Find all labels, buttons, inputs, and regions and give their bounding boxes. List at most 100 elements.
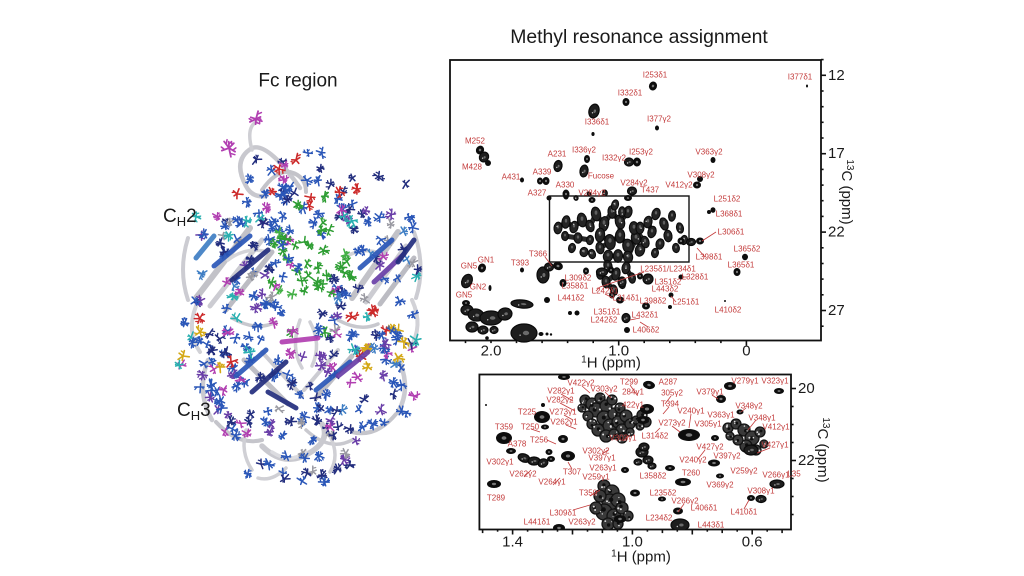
svg-text:V266γ2: V266γ2 xyxy=(671,497,699,506)
svg-text:V284γ2: V284γ2 xyxy=(578,189,606,198)
svg-text:1.0: 1.0 xyxy=(622,534,643,551)
svg-text:T299: T299 xyxy=(620,378,639,387)
svg-text:T307: T307 xyxy=(563,468,582,477)
svg-text:V263γ2: V263γ2 xyxy=(568,518,596,527)
svg-text:M252: M252 xyxy=(465,137,486,146)
svg-text:V240γ2: V240γ2 xyxy=(679,456,707,465)
svg-text:CH3: CH3 xyxy=(177,400,211,423)
svg-text:V303γ1: V303γ1 xyxy=(609,434,637,443)
svg-text:12: 12 xyxy=(828,67,845,84)
svg-text:L358δ2: L358δ2 xyxy=(640,472,667,481)
svg-text:L365δ1: L365δ1 xyxy=(728,261,755,270)
svg-text:V397γ1: V397γ1 xyxy=(588,454,616,463)
svg-text:L398δ1: L398δ1 xyxy=(696,253,723,262)
svg-text:L410δ2: L410δ2 xyxy=(715,306,742,315)
svg-text:A330: A330 xyxy=(556,181,575,190)
svg-text:T225: T225 xyxy=(518,408,537,417)
svg-text:L251δ2: L251δ2 xyxy=(714,195,741,204)
svg-text:L234δ2: L234δ2 xyxy=(646,514,673,523)
svg-text:GN2: GN2 xyxy=(470,283,487,292)
svg-text:V284γ2: V284γ2 xyxy=(620,179,648,188)
svg-text:V259γ2: V259γ2 xyxy=(730,467,758,476)
svg-text:V262γ1: V262γ1 xyxy=(550,418,578,427)
svg-text:V273γ1: V273γ1 xyxy=(549,408,577,417)
svg-text:0: 0 xyxy=(742,343,750,360)
svg-text:I377δ1: I377δ1 xyxy=(788,73,813,82)
svg-text:GN1: GN1 xyxy=(478,256,495,265)
svg-text:22: 22 xyxy=(798,452,815,469)
svg-text:I253δ1: I253δ1 xyxy=(643,71,668,80)
svg-text:L351δ2: L351δ2 xyxy=(655,278,682,287)
svg-text:M428: M428 xyxy=(462,163,483,172)
svg-text:L358δ1: L358δ1 xyxy=(562,282,589,291)
svg-text:V302γ2: V302γ2 xyxy=(582,447,610,456)
svg-text:V279γ1: V279γ1 xyxy=(731,377,759,386)
svg-text:L242δ1: L242δ1 xyxy=(592,287,619,296)
svg-text:13C (ppm): 13C (ppm) xyxy=(839,159,856,224)
svg-text:L351δ1: L351δ1 xyxy=(594,308,621,317)
svg-text:V348γ2: V348γ2 xyxy=(735,402,763,411)
svg-text:CH2: CH2 xyxy=(163,206,197,229)
svg-text:V369γ2: V369γ2 xyxy=(706,481,734,490)
svg-text:I332γ2: I332γ2 xyxy=(602,154,627,163)
svg-text:L406δ2: L406δ2 xyxy=(633,326,660,335)
svg-text:V379γ1: V379γ1 xyxy=(696,388,724,397)
svg-text:L235δ2: L235δ2 xyxy=(650,489,677,498)
svg-text:A339: A339 xyxy=(533,168,552,177)
svg-text:2.0: 2.0 xyxy=(481,343,502,360)
svg-text:L235δ1/L234δ1: L235δ1/L234δ1 xyxy=(640,265,696,274)
svg-text:V259γ1: V259γ1 xyxy=(582,473,610,482)
svg-text:V266γ1: V266γ1 xyxy=(762,471,790,480)
svg-text:I253γ2: I253γ2 xyxy=(629,148,654,157)
svg-text:A231: A231 xyxy=(548,150,567,159)
svg-text:T394: T394 xyxy=(661,400,680,409)
svg-text:1.4: 1.4 xyxy=(502,534,523,551)
svg-text:L35: L35 xyxy=(787,470,801,479)
svg-text:L410δ1: L410δ1 xyxy=(731,508,758,517)
svg-text:L443δ2: L443δ2 xyxy=(652,285,679,294)
svg-text:Fc region: Fc region xyxy=(258,71,337,92)
svg-text:27: 27 xyxy=(828,302,845,319)
svg-text:1H (ppm): 1H (ppm) xyxy=(581,354,641,371)
svg-text:17: 17 xyxy=(828,145,845,162)
svg-text:L314δ1: L314δ1 xyxy=(613,294,640,303)
svg-text:V302γ1: V302γ1 xyxy=(486,458,514,467)
svg-text:Fucose: Fucose xyxy=(588,172,615,181)
svg-text:A287: A287 xyxy=(659,378,678,387)
svg-text:V303γ2: V303γ2 xyxy=(590,385,618,394)
svg-text:V308γ1: V308γ1 xyxy=(747,487,775,496)
svg-text:V282γ1: V282γ1 xyxy=(547,387,575,396)
svg-text:L251δ1: L251δ1 xyxy=(673,298,700,307)
svg-text:T366: T366 xyxy=(529,250,548,259)
svg-text:V308γ2: V308γ2 xyxy=(687,171,715,180)
svg-text:I332δ1: I332δ1 xyxy=(618,89,643,98)
svg-text:V264γ1: V264γ1 xyxy=(538,478,566,487)
svg-text:L328δ1: L328δ1 xyxy=(682,273,709,282)
svg-text:L314δ2: L314δ2 xyxy=(642,432,669,441)
svg-text:V305γ1: V305γ1 xyxy=(694,420,722,429)
svg-text:A327: A327 xyxy=(528,189,547,198)
svg-text:V323γ1: V323γ1 xyxy=(761,377,789,386)
svg-text:L309δ1: L309δ1 xyxy=(550,509,577,518)
svg-text:T256: T256 xyxy=(530,436,549,445)
svg-text:V240γ1: V240γ1 xyxy=(677,407,705,416)
svg-text:22: 22 xyxy=(828,224,845,241)
svg-text:V422γ2: V422γ2 xyxy=(567,379,595,388)
svg-text:I377γ2: I377γ2 xyxy=(647,115,672,124)
svg-text:L443δ1: L443δ1 xyxy=(698,521,725,530)
svg-text:V412γ2: V412γ2 xyxy=(665,181,693,190)
svg-text:T289: T289 xyxy=(487,494,506,503)
svg-text:A431: A431 xyxy=(502,173,521,182)
svg-text:13C (ppm): 13C (ppm) xyxy=(815,417,832,482)
svg-text:T250: T250 xyxy=(521,423,540,432)
svg-text:L432δ1: L432δ1 xyxy=(632,311,659,320)
svg-text:0.6: 0.6 xyxy=(742,534,763,551)
svg-text:L398δ2: L398δ2 xyxy=(640,297,667,306)
svg-text:GN5: GN5 xyxy=(461,262,478,271)
svg-text:L441δ2: L441δ2 xyxy=(558,294,585,303)
svg-text:V348γ1: V348γ1 xyxy=(748,414,776,423)
svg-text:L309δ2: L309δ2 xyxy=(565,274,592,283)
svg-text:V427γ2: V427γ2 xyxy=(696,443,724,452)
svg-text:I336γ2: I336γ2 xyxy=(572,146,597,155)
svg-text:V412γ1: V412γ1 xyxy=(762,423,790,432)
